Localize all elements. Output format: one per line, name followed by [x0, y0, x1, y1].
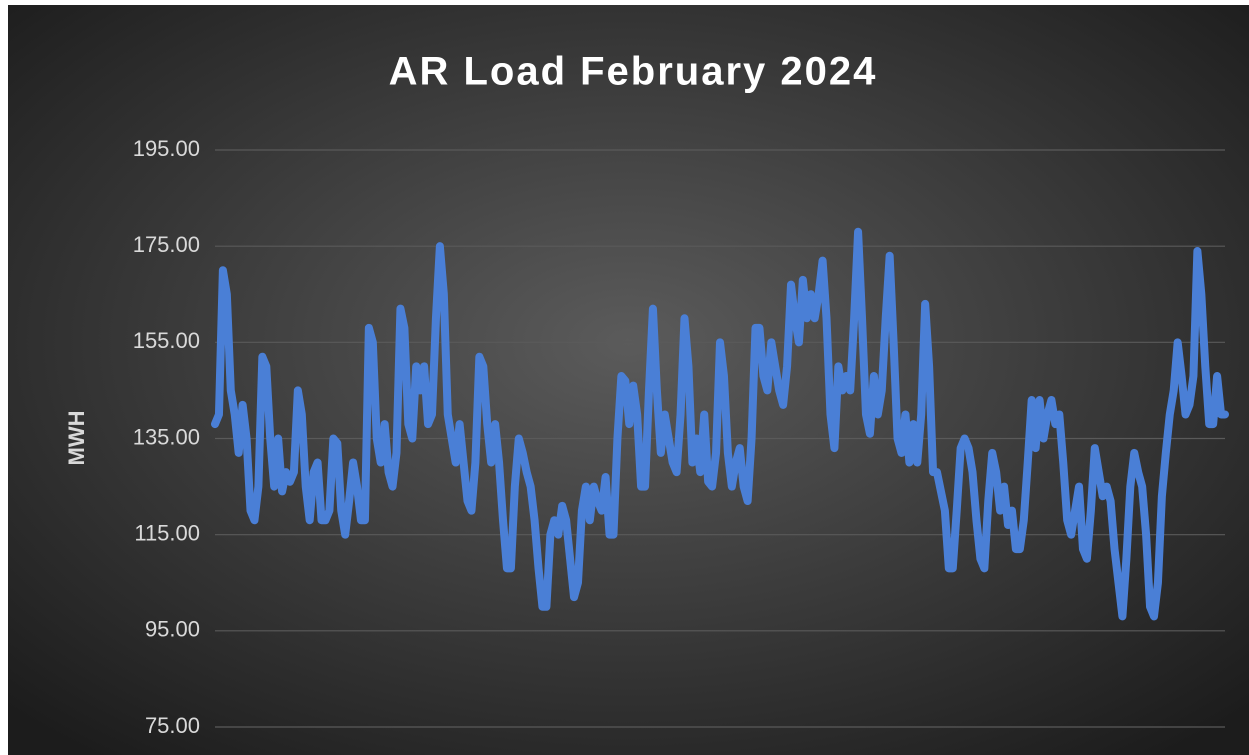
y-tick-label: 75.00	[145, 713, 200, 738]
y-tick-label: 195.00	[133, 136, 200, 161]
y-tick-label: 135.00	[133, 424, 200, 449]
y-axis-label: MWH	[64, 411, 89, 466]
line-series	[211, 227, 1229, 621]
chart-title: AR Load February 2024	[389, 50, 878, 94]
y-tick-label: 115.00	[134, 520, 200, 545]
y-tick-label: 155.00	[133, 328, 200, 353]
y-tick-label: 95.00	[145, 617, 200, 642]
y-tick-label: 175.00	[133, 232, 200, 257]
